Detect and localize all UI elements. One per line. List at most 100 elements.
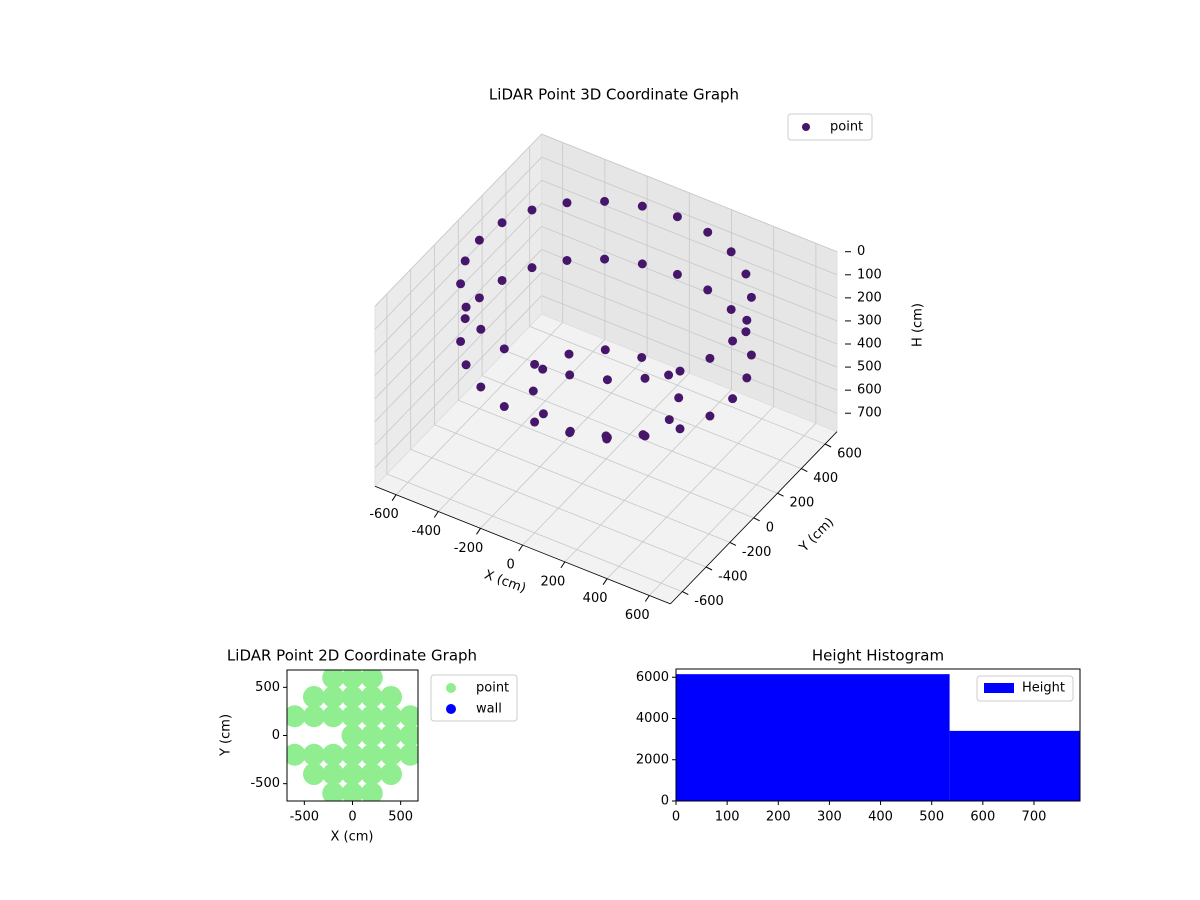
point xyxy=(302,763,325,786)
x-tick-label: 600 xyxy=(625,608,650,623)
point xyxy=(460,256,470,266)
point xyxy=(341,685,364,708)
point xyxy=(672,212,682,222)
point xyxy=(461,302,471,312)
grid-line xyxy=(505,350,802,469)
grid-line xyxy=(541,226,838,345)
x-tick-label: 100 xyxy=(715,810,740,825)
z-tick-label: 700 xyxy=(857,406,882,421)
point xyxy=(360,782,383,801)
y-axis-line xyxy=(670,431,838,605)
x-tick-label: 200 xyxy=(766,810,791,825)
x-tick-label: 300 xyxy=(817,810,842,825)
point xyxy=(380,724,403,747)
z-tick-label: 100 xyxy=(857,267,882,282)
point xyxy=(287,705,306,728)
point xyxy=(302,685,325,708)
point xyxy=(380,763,403,786)
point xyxy=(726,304,736,314)
legend-box xyxy=(976,675,1074,702)
y-tick xyxy=(777,492,784,497)
point xyxy=(322,705,345,728)
point xyxy=(499,402,509,412)
point xyxy=(637,201,647,211)
z-tick-label: 0 xyxy=(857,244,865,259)
bar xyxy=(949,730,1080,801)
x-tick-label: -600 xyxy=(369,507,399,522)
point xyxy=(746,292,756,302)
x-tick-label: 600 xyxy=(970,810,995,825)
legend-marker xyxy=(802,123,810,131)
grid-line xyxy=(374,272,542,446)
x-tick xyxy=(433,511,439,518)
point xyxy=(380,685,403,708)
legend-label: point xyxy=(476,681,509,696)
x-tick xyxy=(476,528,481,535)
point xyxy=(741,327,751,337)
point xyxy=(728,336,738,346)
point xyxy=(456,279,466,289)
z-axis-label: H (cm) xyxy=(911,303,926,347)
point xyxy=(562,255,572,265)
legend-marker xyxy=(446,704,456,714)
point xyxy=(360,670,383,689)
x-tick-label: 0 xyxy=(672,810,680,825)
point xyxy=(562,198,572,208)
y-tick-label: 2000 xyxy=(636,752,669,767)
point xyxy=(675,424,685,434)
point xyxy=(600,254,610,264)
point xyxy=(530,417,540,427)
x-tick xyxy=(602,578,608,585)
point xyxy=(664,370,674,380)
x-tick-label: 400 xyxy=(583,591,608,606)
point xyxy=(674,393,684,403)
y-tick xyxy=(824,443,832,448)
point xyxy=(499,344,509,354)
point xyxy=(322,763,345,786)
point xyxy=(565,426,575,436)
point xyxy=(602,375,612,385)
legend-box xyxy=(787,113,873,141)
point xyxy=(637,259,647,269)
bar xyxy=(676,674,950,801)
x-tick-label: -500 xyxy=(290,810,320,825)
point xyxy=(672,269,682,279)
point xyxy=(638,430,648,440)
grid-line xyxy=(541,295,838,414)
x-tick-label: 200 xyxy=(540,574,565,589)
grid-line xyxy=(374,249,542,422)
point xyxy=(461,360,471,370)
point xyxy=(380,743,403,766)
x-tick-label: 500 xyxy=(388,810,413,825)
point xyxy=(703,227,713,237)
point xyxy=(399,743,418,766)
z-tick-label: 200 xyxy=(857,290,882,305)
x-tick-label: 400 xyxy=(868,810,893,825)
y-tick xyxy=(801,468,808,473)
point xyxy=(640,373,650,383)
y-tick-label: -400 xyxy=(718,570,748,585)
point xyxy=(530,359,540,369)
y-tick-label: 6000 xyxy=(636,670,669,685)
grid-line xyxy=(386,473,683,592)
point xyxy=(746,350,756,360)
point xyxy=(527,263,537,273)
point xyxy=(322,685,345,708)
grid-line xyxy=(374,179,542,353)
chart-title: LiDAR Point 3D Coordinate Graph xyxy=(489,86,739,104)
grid-line xyxy=(458,399,754,519)
point xyxy=(341,705,364,728)
point xyxy=(322,743,345,766)
point xyxy=(380,705,403,728)
point xyxy=(741,269,751,279)
point xyxy=(341,782,364,801)
point xyxy=(322,670,345,689)
point xyxy=(538,409,548,419)
point xyxy=(476,324,486,334)
point xyxy=(601,431,611,441)
x-tick-label: -400 xyxy=(412,524,442,539)
x-axis-label: X (cm) xyxy=(482,568,528,597)
point xyxy=(703,285,713,295)
point xyxy=(341,743,364,766)
